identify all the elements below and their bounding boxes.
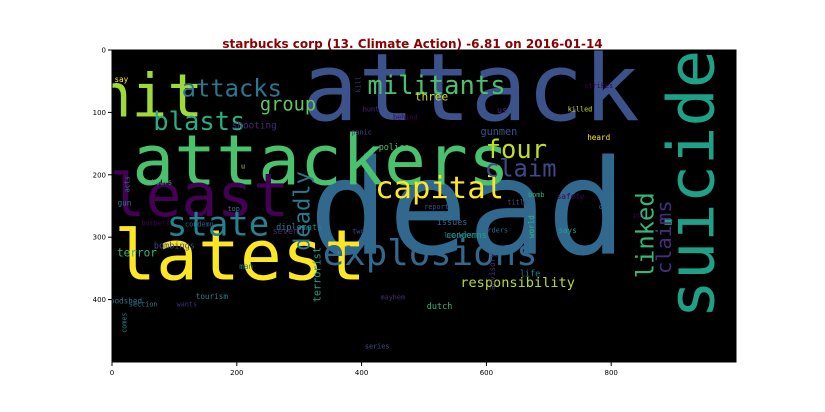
word-gunmen: gunmen: [480, 127, 517, 138]
word-safety: safety: [557, 192, 585, 201]
word-acts: acts: [124, 176, 132, 192]
word-condemn: condemn: [185, 221, 214, 229]
y-tick-label: 200: [93, 171, 106, 179]
word-linked: linked: [632, 192, 660, 278]
word-least: least: [110, 162, 289, 231]
chart-title: starbucks corp (13. Climate Action) -6.8…: [222, 37, 603, 51]
word-deadly: deadly: [289, 171, 315, 251]
word-wants: wants: [177, 301, 197, 309]
word-three: three: [415, 90, 448, 103]
word-gun: gun: [118, 198, 132, 207]
word-panic: panic: [351, 128, 371, 136]
plot-background: [112, 50, 736, 362]
word-strikes: strikes: [584, 82, 613, 90]
word-blasts: blasts: [153, 107, 245, 137]
x-tick-label: 400: [355, 369, 368, 377]
word-pot: pot: [633, 211, 645, 219]
word-title: title: [507, 198, 527, 206]
word-top: top: [228, 205, 240, 213]
y-tick-label: 0: [102, 47, 106, 55]
word-terrorist: terrorist: [312, 247, 323, 302]
x-axis: 0 200 400 600 800: [110, 362, 618, 377]
word-life: life: [520, 270, 540, 280]
word-condemns: condemns: [446, 231, 487, 241]
word-bomb: bomb: [528, 191, 544, 199]
y-tick-label: 100: [93, 109, 106, 117]
word-series: series: [365, 342, 390, 350]
word-latest: latest: [114, 215, 366, 296]
y-tick-label: 400: [93, 296, 106, 304]
word-two: two: [352, 228, 364, 236]
x-tick-label: 600: [480, 369, 493, 377]
x-tick-label: 0: [110, 369, 114, 377]
word-group: group: [260, 94, 316, 115]
word-state: state: [167, 205, 269, 245]
word-tourism: tourism: [196, 292, 229, 301]
word-dutch: dutch: [427, 302, 453, 312]
word-section: section: [129, 301, 158, 309]
word-kill: kill: [354, 76, 362, 92]
word-attackers: attackers: [132, 121, 510, 202]
word-attacks: attacks: [182, 75, 282, 103]
word-report: report: [424, 203, 449, 211]
x-tick-label: 800: [605, 369, 618, 377]
word-explosions: explosions: [323, 233, 538, 274]
word-police: police: [379, 143, 410, 153]
word-issues: issues: [437, 218, 468, 228]
word-world: world: [527, 215, 536, 238]
word-shooting: shooting: [232, 121, 277, 132]
word-capital: capital: [375, 171, 504, 206]
word-dead: dead: [309, 133, 626, 286]
word-four: four: [486, 135, 547, 165]
word-die: die: [599, 203, 611, 211]
word-man: man: [239, 262, 253, 271]
x-tick-label: 200: [230, 369, 243, 377]
word-behind: behind: [393, 113, 418, 121]
word-hunt: hunt: [363, 105, 379, 113]
word-terror: terror: [117, 246, 157, 259]
word-seven: seven: [273, 227, 299, 237]
word-mayhem: mayhem: [381, 294, 406, 302]
word-killed: killed: [568, 105, 593, 113]
word-claims: claims: [652, 200, 676, 274]
word-responsibility: responsibility: [460, 275, 575, 291]
word-hit: hit: [96, 62, 203, 131]
word-us: us: [497, 106, 507, 116]
word-say: say: [114, 75, 128, 84]
word-militants: militants: [367, 71, 505, 101]
word-hours: hours: [152, 178, 172, 186]
word-orders: orders: [483, 226, 508, 234]
word-attack: attack: [302, 34, 640, 143]
word-leaders: leaders: [444, 231, 473, 239]
y-axis: 0 100 200 300 400: [93, 47, 112, 304]
word-bombings: bombings: [154, 242, 195, 252]
word-bombers: bombers: [141, 219, 170, 227]
word-heard: heard: [587, 133, 610, 142]
word-advisory: advisory: [488, 253, 497, 290]
word-comes: comes: [120, 312, 128, 332]
plot-frame: [111, 49, 737, 363]
word-u: u: [241, 163, 245, 171]
word-diplomats: diplomats: [276, 223, 322, 233]
word-says: says: [558, 226, 576, 235]
word-bloodshed: bloodshed: [101, 296, 142, 305]
word-suicide: suicide: [655, 50, 729, 319]
y-tick-label: 300: [93, 234, 106, 242]
word-claim: claim: [485, 155, 557, 183]
